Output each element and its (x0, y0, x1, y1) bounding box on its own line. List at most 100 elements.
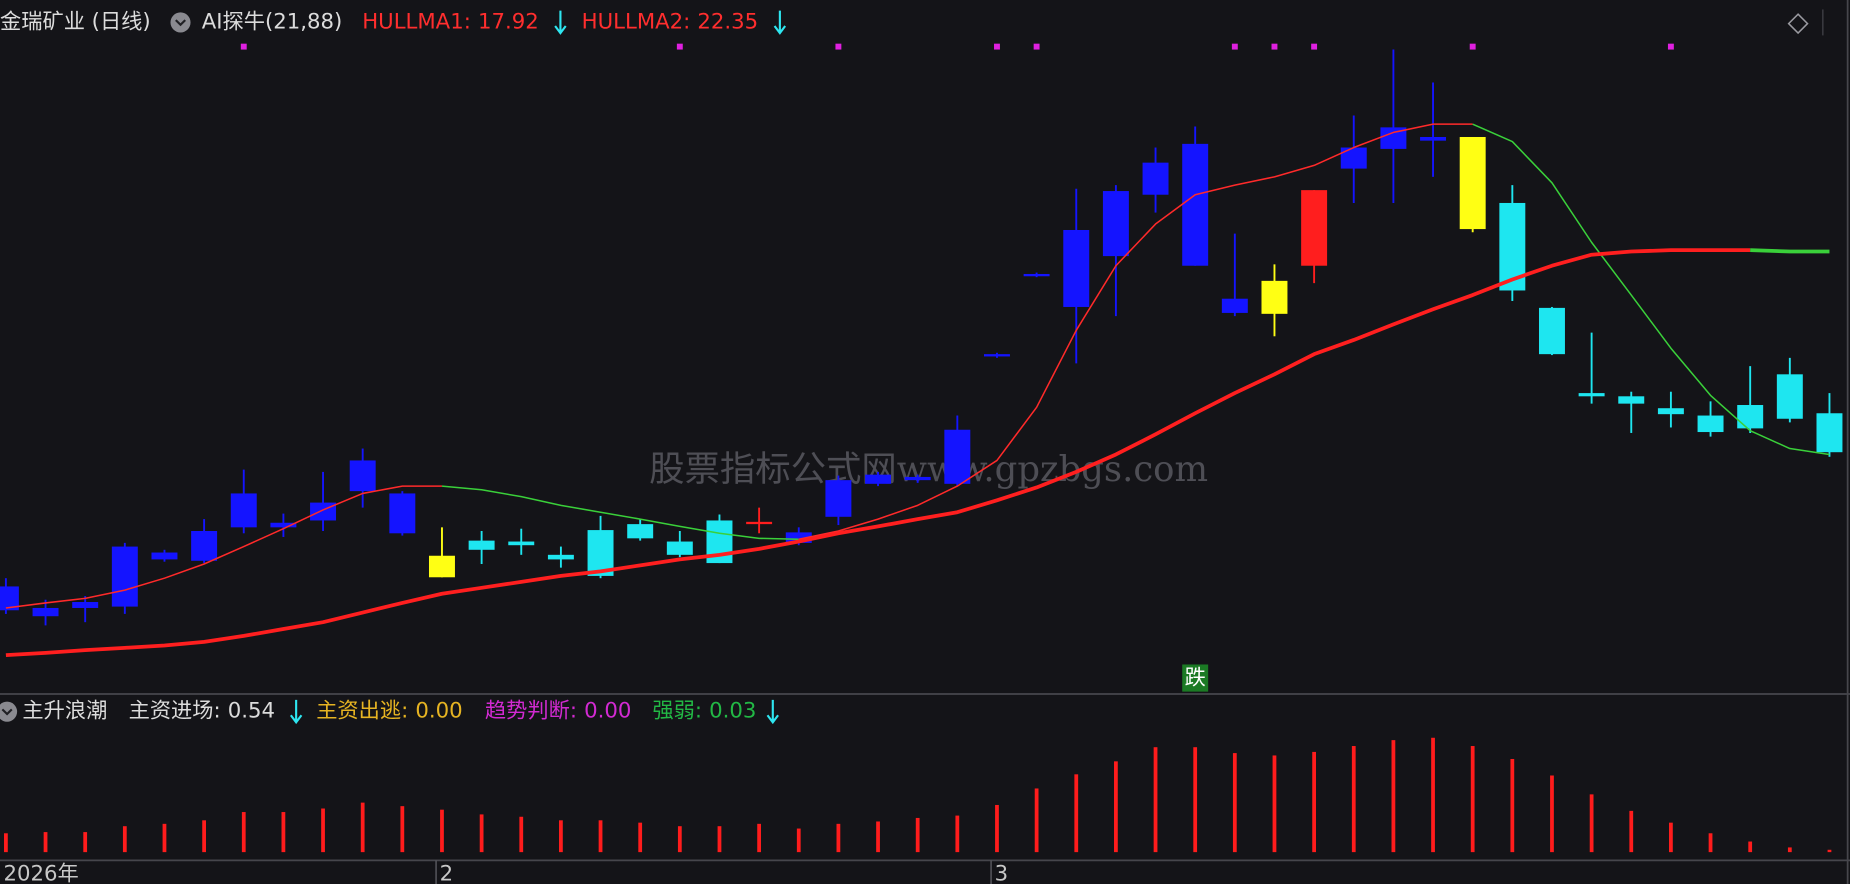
candle-body (904, 476, 931, 481)
bar (1510, 758, 1515, 853)
readout: 趋势判断: 0.00 (485, 699, 631, 724)
bar (241, 812, 246, 853)
candle-body (746, 521, 773, 525)
bar (1272, 755, 1277, 853)
indicator-line (1472, 123, 1830, 456)
candle-body (1816, 413, 1843, 453)
candle-body (983, 354, 1010, 357)
candle-body (32, 607, 59, 617)
candle-body (944, 429, 971, 484)
bar (1312, 751, 1317, 853)
readout-name: 趋势判断: (485, 699, 577, 724)
candle-body (1063, 229, 1090, 307)
bar (876, 821, 880, 853)
bar (757, 823, 762, 853)
bar (162, 823, 167, 853)
signal-dot (835, 43, 842, 50)
x-tick-label: 2026年 (4, 862, 79, 884)
bar (717, 826, 722, 853)
annotation-box (1182, 664, 1209, 692)
candle-body (1420, 136, 1447, 141)
legend-name: HULLMA1: (362, 9, 471, 34)
down-arrow (554, 10, 567, 35)
panel-title: 主升浪潮 (22, 699, 107, 724)
signal-dot (1231, 43, 1238, 50)
diamond-icon[interactable] (1787, 13, 1809, 35)
candle-body (1578, 393, 1605, 397)
signal-dot (1033, 43, 1040, 50)
bar (281, 812, 286, 853)
readout-value: 0.00 (415, 699, 462, 724)
chart-title: 金瑞矿业 (日线) (0, 9, 151, 34)
candle-body (508, 541, 535, 546)
candle-body (151, 552, 178, 560)
bar (1232, 753, 1237, 853)
bar (1034, 788, 1039, 853)
readout-name: 强弱: (652, 699, 702, 724)
signal-dot (1311, 43, 1318, 50)
x-tick-label: 3 (995, 862, 1009, 884)
x-tick-label: 2 (440, 862, 454, 884)
bar (1748, 841, 1753, 853)
bar (519, 816, 524, 853)
candle-body (1697, 415, 1724, 433)
bar (400, 806, 405, 853)
bar (202, 820, 207, 853)
signal-dot (1271, 43, 1278, 50)
candle-body (1301, 190, 1328, 266)
candle-body (1102, 191, 1129, 257)
bar (915, 817, 920, 853)
candle-body (865, 474, 892, 484)
legend-entry: 主资进场: 0.54 (129, 699, 275, 724)
candle-body (1776, 374, 1803, 419)
readout-value: 0.03 (709, 699, 756, 724)
bar (360, 802, 365, 853)
bar (598, 820, 603, 853)
toggle-icon[interactable] (170, 12, 191, 33)
candle-body (1618, 396, 1645, 404)
candle-body (547, 554, 574, 560)
down-arrow (773, 10, 787, 35)
readout-name: 主资出逃: (316, 699, 408, 724)
bar (836, 823, 841, 853)
candle-body (1538, 307, 1565, 355)
candle-body (1261, 280, 1288, 314)
indicator-line (798, 123, 1473, 541)
bar (479, 814, 484, 853)
legend-entry: HULLMA2: 22.35 (582, 9, 759, 34)
candle-body (1142, 162, 1169, 195)
signal-dot (1469, 43, 1476, 50)
bar (995, 804, 999, 853)
indicator-line (441, 485, 799, 541)
bar (1708, 833, 1713, 853)
signal-dot (240, 43, 247, 50)
legend-value: 17.92 (478, 9, 539, 34)
bar (1153, 747, 1158, 853)
annotation: 跌 (1185, 666, 1206, 691)
bar (559, 820, 563, 853)
candle-body (428, 555, 455, 578)
candle-body (825, 480, 852, 517)
candle-body (1737, 405, 1764, 429)
legend-value: 0.54 (228, 699, 275, 724)
bar (1114, 761, 1118, 853)
bar (1470, 746, 1475, 853)
legend-value: 22.35 (697, 9, 758, 34)
signal-dot (676, 43, 683, 50)
watermark: 股票指标公式网www.gpzbgs.com (649, 449, 1208, 490)
bar (796, 828, 801, 853)
bar (1550, 775, 1554, 853)
candle-body (111, 546, 138, 607)
bar (43, 832, 48, 853)
bar (677, 826, 682, 853)
signal-dot (1667, 43, 1674, 50)
candle-body (0, 586, 19, 611)
bar (1629, 810, 1634, 853)
candle-body (1182, 143, 1209, 266)
candle-body (270, 522, 297, 528)
bar (955, 815, 960, 853)
chevron (175, 19, 186, 27)
readout: 主资出逃: 0.00 (316, 699, 462, 724)
